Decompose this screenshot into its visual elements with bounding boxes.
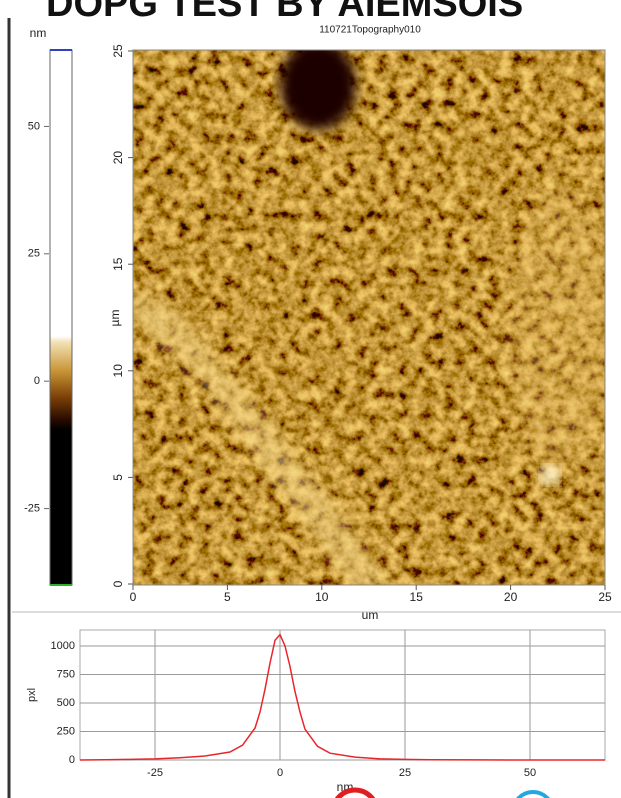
histogram-x-tick-label: 25 — [399, 767, 411, 779]
image-x-tick-label: 5 — [224, 590, 231, 604]
image-x-tick-label: 15 — [410, 590, 424, 604]
histogram-x-tick-label: 0 — [277, 767, 283, 779]
color-bar-tick-label: 0 — [34, 375, 40, 387]
histogram-y-tick-label: 750 — [57, 668, 75, 680]
image-y-tick-label: 20 — [111, 151, 125, 165]
image-y-tick-label: 0 — [111, 580, 125, 587]
histogram-y-tick-label: 250 — [57, 725, 75, 737]
image-x-tick-label: 25 — [598, 590, 612, 604]
image-x-label: um — [362, 608, 379, 622]
color-bar-unit: nm — [30, 26, 47, 40]
image-x-tick-label: 0 — [130, 590, 137, 604]
histogram-y-label: pxl — [26, 688, 38, 702]
color-bar-tick-label: 25 — [28, 248, 40, 260]
histogram-frame — [79, 629, 606, 761]
decor-circle-red — [334, 787, 376, 798]
image-y-tick-label: 10 — [111, 364, 125, 378]
decor-circle-blue — [516, 790, 550, 798]
histogram-line — [79, 633, 605, 761]
image-title: 110721Topography010 — [319, 25, 421, 36]
histogram-x-tick-label: 50 — [524, 767, 536, 779]
image-x-tick-label: 20 — [504, 590, 518, 604]
page-title: DOPG TEST BY AIEMSOIS — [46, 0, 523, 25]
image-x-tick-label: 10 — [315, 590, 329, 604]
topography-image — [133, 50, 605, 585]
color-bar-tick-label: 50 — [28, 120, 40, 132]
image-y-tick-label: 5 — [111, 474, 125, 481]
histogram-y-tick-label: 1000 — [51, 640, 75, 652]
histogram-x-tick-label: -25 — [147, 767, 163, 779]
color-bar-tick-label: -25 — [24, 502, 40, 514]
histogram-y-tick-label: 0 — [69, 754, 75, 766]
color-bar — [49, 49, 73, 586]
image-y-label: µm — [108, 310, 122, 327]
histogram-y-tick-label: 500 — [57, 697, 75, 709]
image-y-tick-label: 25 — [111, 44, 125, 58]
image-y-tick-label: 15 — [111, 257, 125, 271]
image-frame — [132, 49, 606, 586]
